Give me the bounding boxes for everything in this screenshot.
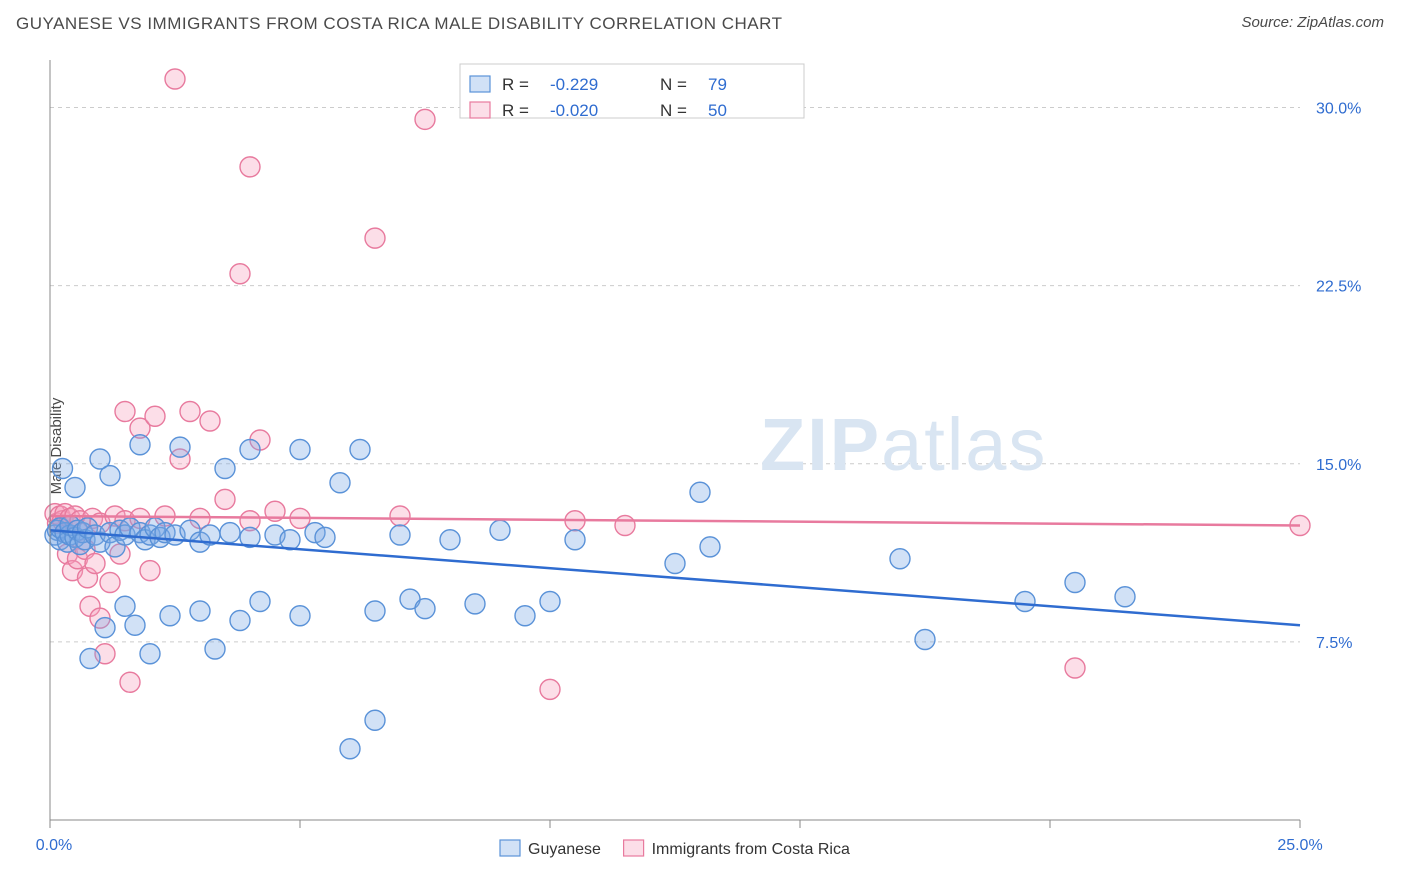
scatter-point [230, 611, 250, 631]
legend-r-label: R = [502, 75, 529, 94]
scatter-point [700, 537, 720, 557]
scatter-point [215, 489, 235, 509]
scatter-point [440, 530, 460, 550]
legend-n-label: N = [660, 101, 687, 120]
scatter-point [130, 435, 150, 455]
scatter-point [250, 592, 270, 612]
scatter-point [390, 525, 410, 545]
scatter-point [330, 473, 350, 493]
scatter-point [65, 478, 85, 498]
legend-r-label: R = [502, 101, 529, 120]
scatter-point [240, 157, 260, 177]
x-tick-label: 25.0% [1277, 837, 1322, 854]
scatter-point [365, 710, 385, 730]
chart-svg: 7.5% 15.0% 22.5% 30.0% ZIPatlas 0.0% 25.0% R = -… [0, 0, 1406, 892]
y-tick-label: 15.0% [1316, 457, 1361, 474]
scatter-point [565, 530, 585, 550]
scatter-point [205, 639, 225, 659]
scatter-point [890, 549, 910, 569]
scatter-point [315, 527, 335, 547]
scatter-point [125, 615, 145, 635]
scatter-point [1065, 658, 1085, 678]
scatter-point [80, 649, 100, 669]
legend-r-value: -0.229 [550, 75, 598, 94]
bottom-legend-label: Guyanese [528, 841, 601, 858]
scatter-point [95, 618, 115, 638]
scatter-point [120, 672, 140, 692]
scatter-point [365, 228, 385, 248]
scatter-point [85, 554, 105, 574]
scatter-point [290, 606, 310, 626]
scatter-point [465, 594, 485, 614]
scatter-point [165, 69, 185, 89]
scatter-point [115, 596, 135, 616]
scatter-point [340, 739, 360, 759]
y-tick-label: 7.5% [1316, 635, 1352, 652]
scatter-point [140, 644, 160, 664]
scatter-point [290, 440, 310, 460]
scatter-point [540, 592, 560, 612]
scatter-point [145, 406, 165, 426]
scatter-point [240, 440, 260, 460]
scatter-point [220, 523, 240, 543]
scatter-point [690, 482, 710, 502]
bottom-legend-swatch [624, 840, 644, 856]
scatter-point [540, 679, 560, 699]
scatter-point [1065, 573, 1085, 593]
scatter-point [200, 411, 220, 431]
scatter-point [230, 264, 250, 284]
chart-container: GUYANESE VS IMMIGRANTS FROM COSTA RICA M… [0, 0, 1406, 892]
scatter-point [215, 459, 235, 479]
scatter-point [490, 520, 510, 540]
scatter-point [390, 506, 410, 526]
scatter-point [170, 437, 190, 457]
scatter-point [515, 606, 535, 626]
bottom-legend-swatch [500, 840, 520, 856]
scatter-point [1115, 587, 1135, 607]
scatter-point [180, 402, 200, 422]
scatter-point [53, 459, 73, 479]
scatter-point [665, 554, 685, 574]
scatter-point [915, 630, 935, 650]
scatter-point [140, 561, 160, 581]
bottom-legend-label: Immigrants from Costa Rica [652, 841, 850, 858]
scatter-point [100, 466, 120, 486]
legend-n-value: 79 [708, 75, 727, 94]
legend-n-label: N = [660, 75, 687, 94]
scatter-point [100, 573, 120, 593]
scatter-point [160, 606, 180, 626]
scatter-point [350, 440, 370, 460]
scatter-point [365, 601, 385, 621]
scatter-point [190, 601, 210, 621]
y-tick-label: 22.5% [1316, 279, 1361, 296]
legend-n-value: 50 [708, 101, 727, 120]
scatter-point [415, 109, 435, 129]
legend-swatch [470, 102, 490, 118]
legend-swatch [470, 76, 490, 92]
scatter-point [615, 516, 635, 536]
trend-line [50, 516, 1300, 526]
legend-r-value: -0.020 [550, 101, 598, 120]
x-tick-label: 0.0% [36, 837, 72, 854]
watermark: ZIPatlas [760, 403, 1047, 486]
y-tick-label: 30.0% [1316, 101, 1361, 118]
scatter-point [415, 599, 435, 619]
scatter-point [1015, 592, 1035, 612]
scatter-point [115, 402, 135, 422]
